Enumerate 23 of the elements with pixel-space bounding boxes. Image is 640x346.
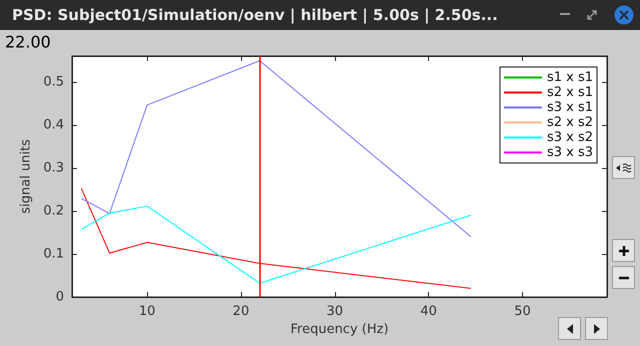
x-tick-label: 40 [420, 304, 437, 319]
x-tick-label: 50 [514, 304, 531, 319]
y-tick-label: 0.2 [43, 203, 64, 218]
legend-label: s3 x s1 [546, 100, 593, 115]
y-tick-label: 0.1 [43, 246, 64, 262]
chart-title: PSD: Subject01/Simulation/oenv | hilbert | 5.00s | 2.50s... [0, 0, 640, 30]
y-tick-label: 0.3 [43, 160, 64, 176]
y-tick-label: 0.4 [43, 117, 64, 132]
y-tick-label: 0 [56, 290, 64, 304]
legend-label: s2 x s2 [546, 115, 593, 130]
line-series [80, 206, 472, 284]
x-tick-label: 10 [138, 304, 156, 319]
x-tick-label: 30 [326, 304, 344, 319]
legend-label: s2 x s1 [546, 85, 593, 100]
line-series [80, 60, 472, 238]
x-tick-label: 20 [232, 304, 250, 319]
text: 22.00 [5, 32, 51, 52]
x-axis-title: Frequency (Hz) [290, 322, 389, 337]
y-axis-title: signal units [18, 139, 34, 214]
legend-label: s1 x s1 [546, 70, 593, 85]
legend-label: s3 x s2 [546, 130, 593, 145]
legend-label: s3 x s3 [546, 145, 593, 160]
y-tick-label: 0.5 [43, 74, 64, 90]
